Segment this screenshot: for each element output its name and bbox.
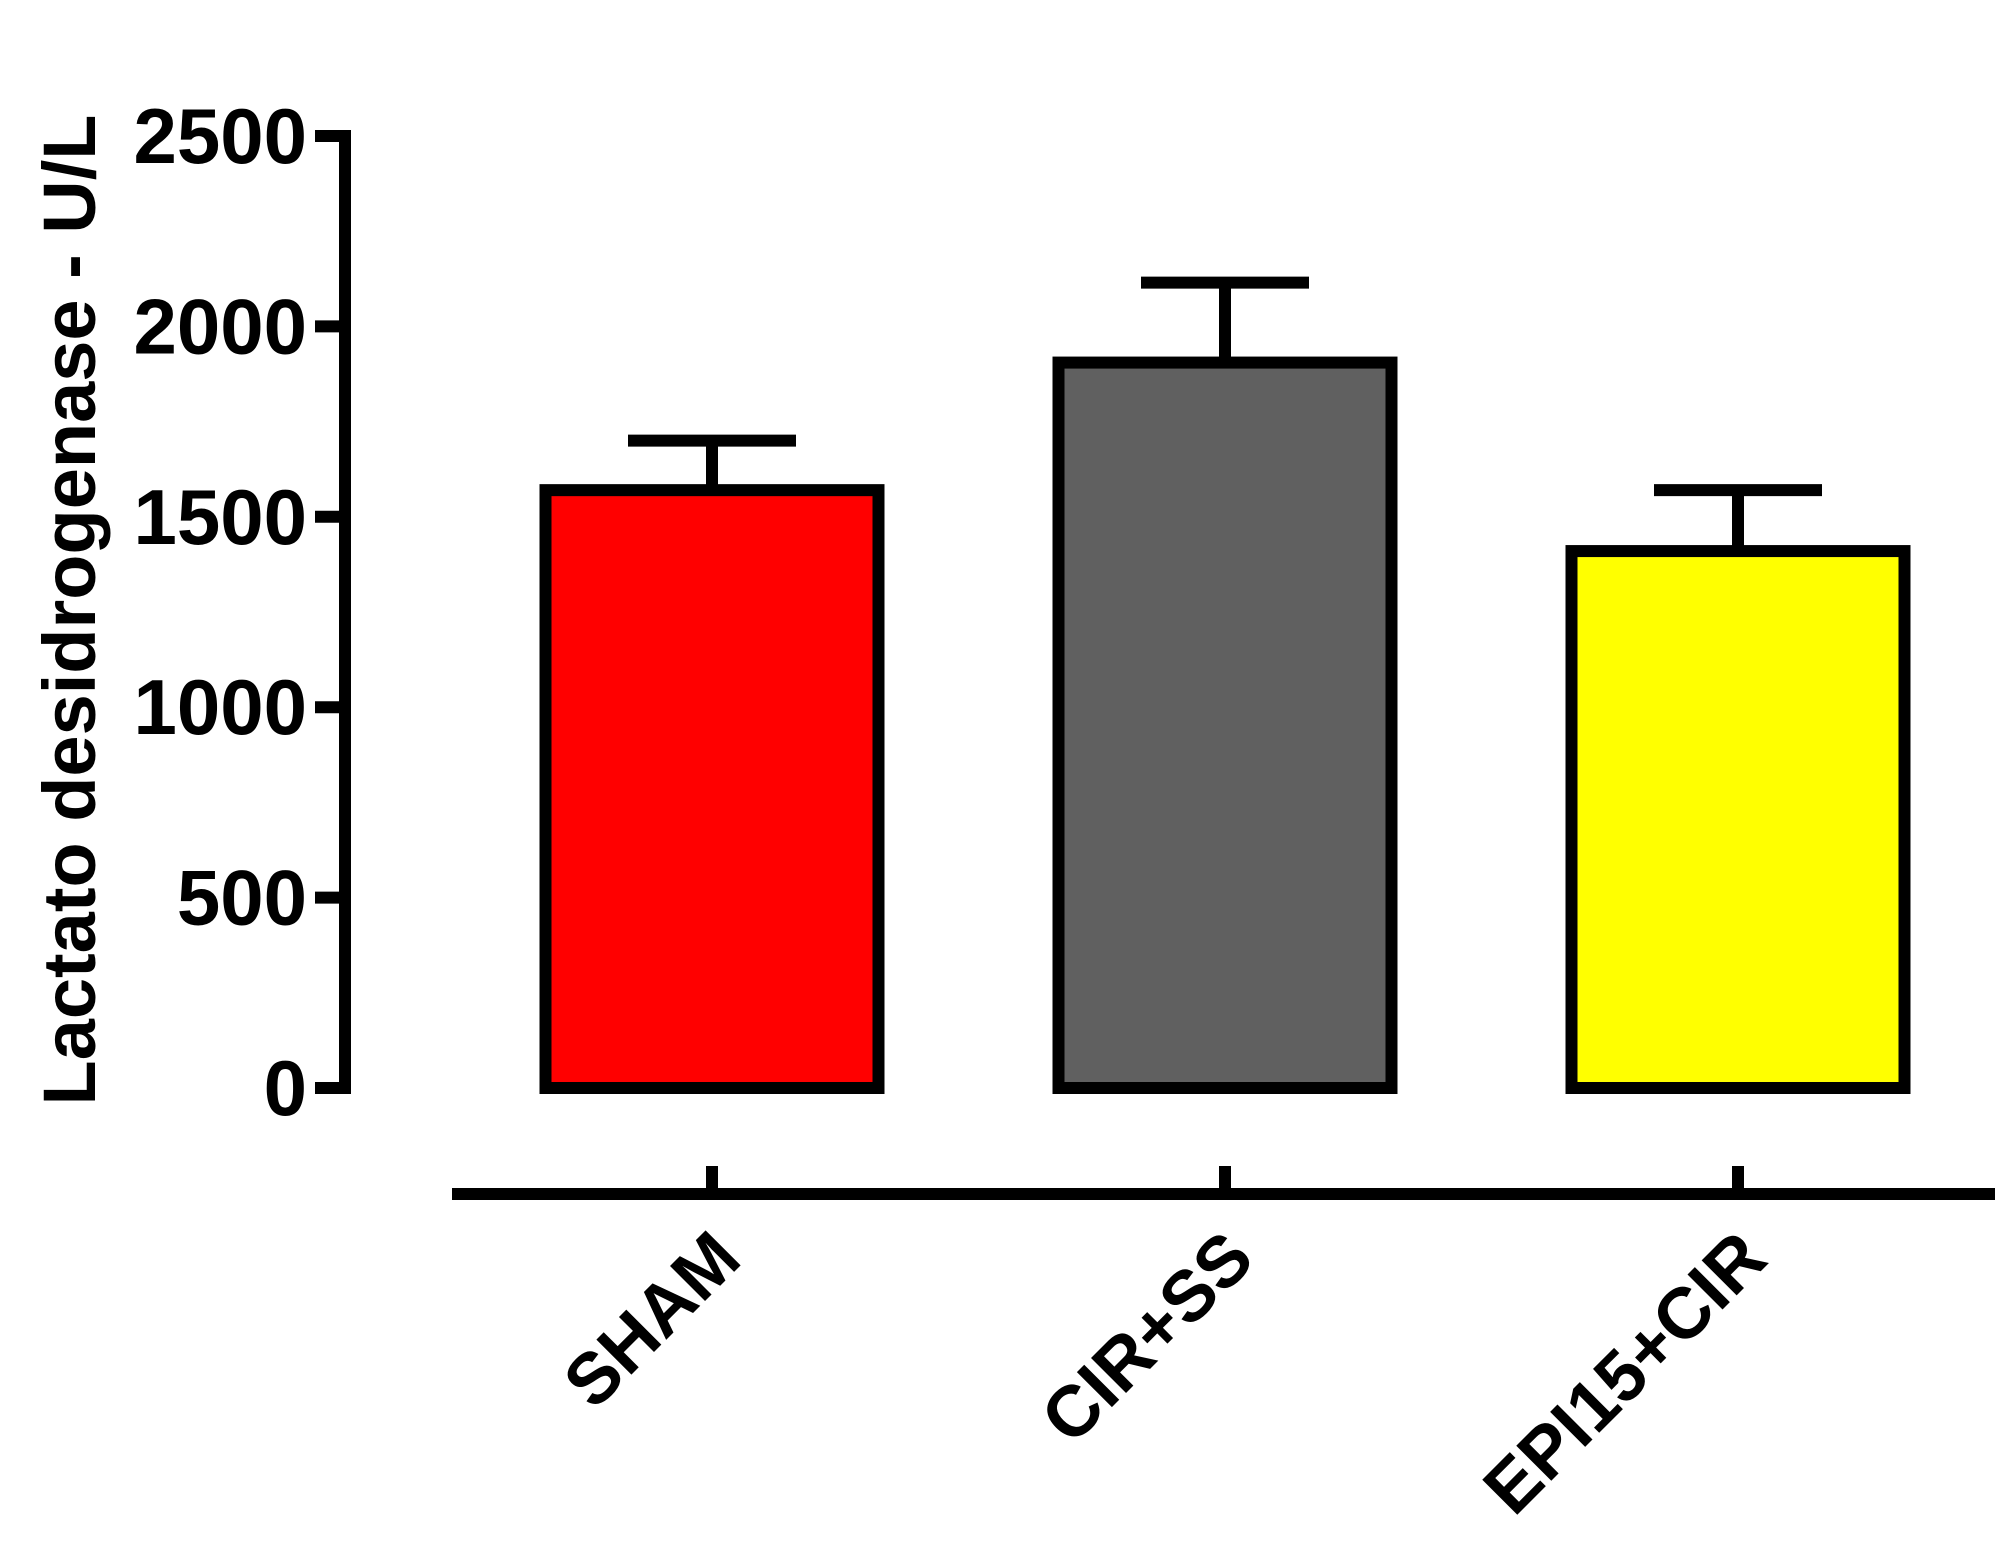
x-category-label: CIR+SS [1026,1217,1268,1459]
y-tick-label: 1500 [133,473,307,561]
x-category-label: SHAM [549,1217,755,1423]
x-axis [452,1166,1995,1200]
y-axis-title: Lactato desidrogenase - U/L [28,115,111,1106]
y-tick-label: 2000 [133,282,307,370]
y-tick-label: 500 [177,854,307,942]
y-tick-label: 0 [264,1044,307,1132]
category-labels-group: SHAM CIR+SS EPI15+CIR [549,1217,1781,1530]
bar [1052,356,1398,1094]
bar [539,484,885,1095]
y-axis: 0 500 1000 1500 2000 2500 [133,92,351,1132]
error-bars-group [628,276,1822,552]
y-tick-label: 2500 [133,92,307,180]
y-tick-label: 1000 [133,663,307,751]
bars-group [539,356,1911,1095]
bar [1565,545,1911,1094]
x-category-label: EPI15+CIR [1469,1217,1782,1530]
